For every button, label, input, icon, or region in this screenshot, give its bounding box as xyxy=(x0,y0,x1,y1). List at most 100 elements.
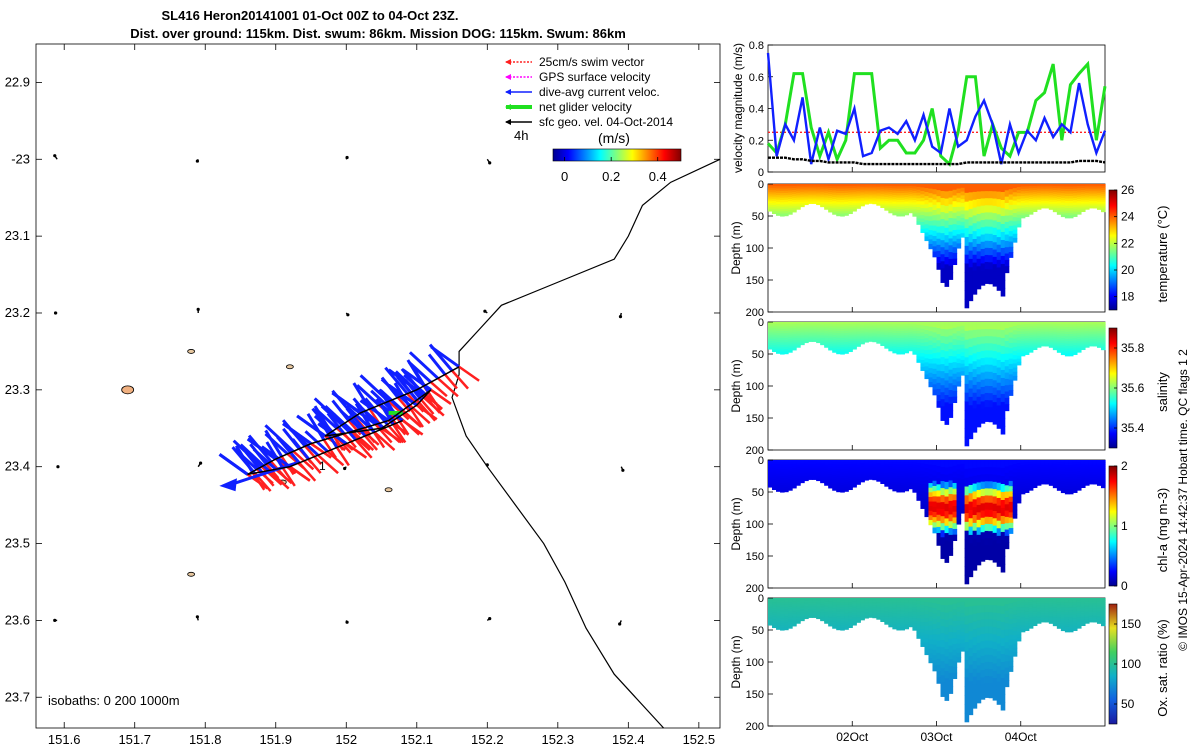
section-cell xyxy=(928,243,934,250)
section-cell xyxy=(800,195,805,198)
section-cell xyxy=(780,616,785,620)
section-cell xyxy=(1000,231,1006,241)
section-cell xyxy=(1064,346,1070,350)
section-cell xyxy=(856,598,861,601)
section-cell xyxy=(948,383,954,391)
section-cell xyxy=(1088,332,1094,335)
section-cell xyxy=(804,474,809,477)
section-cell xyxy=(808,185,813,188)
section-cell xyxy=(896,322,901,325)
section-cell xyxy=(1052,460,1058,463)
section-cell xyxy=(1032,469,1038,473)
section-cell xyxy=(1056,470,1062,474)
section-cell xyxy=(972,377,978,386)
section-cell xyxy=(1008,613,1014,620)
section-cell xyxy=(984,343,990,351)
section-cell xyxy=(1084,194,1090,198)
section-cell xyxy=(1096,203,1102,207)
section-cell xyxy=(884,195,889,198)
section-cell xyxy=(888,346,893,350)
section-cell xyxy=(876,340,881,343)
section-cell xyxy=(808,610,813,613)
section-cell xyxy=(800,480,805,484)
section-cell xyxy=(836,346,841,350)
section-cell xyxy=(984,254,990,263)
section-cell xyxy=(768,601,773,605)
section-cell xyxy=(896,464,901,468)
section-cell xyxy=(796,483,801,486)
section-cell xyxy=(992,554,998,563)
section-cell xyxy=(1072,347,1078,351)
section-cell xyxy=(844,333,849,336)
section-cell xyxy=(1084,339,1090,343)
section-cell xyxy=(808,613,813,616)
section-cell xyxy=(816,203,821,206)
section-cell xyxy=(1048,327,1054,330)
section-cell xyxy=(828,347,833,351)
section-cell xyxy=(816,201,821,204)
section-cell xyxy=(896,473,901,477)
section-cell xyxy=(808,606,813,609)
section-cell xyxy=(864,612,869,615)
section-cell xyxy=(900,333,906,337)
section-cell xyxy=(1032,187,1038,191)
section-cell xyxy=(872,188,877,191)
section-cell xyxy=(828,339,833,343)
section-cell xyxy=(1044,461,1050,465)
section-cell xyxy=(1072,202,1078,206)
section-cell xyxy=(916,488,922,493)
section-cell xyxy=(992,213,998,222)
section-cell xyxy=(1048,476,1054,479)
section-cell xyxy=(840,193,845,197)
section-cell xyxy=(788,345,793,349)
section-cell xyxy=(1000,645,1006,655)
section-cell xyxy=(808,603,813,606)
section-cell xyxy=(812,475,817,478)
section-cell xyxy=(1024,611,1030,615)
section-cell xyxy=(1008,618,1014,625)
section-cell xyxy=(804,192,809,195)
section-cell xyxy=(896,609,901,613)
section-cell xyxy=(780,326,785,330)
section-cell xyxy=(988,226,994,235)
section-cell xyxy=(948,480,954,488)
section-cell xyxy=(932,215,938,221)
section-cell xyxy=(1092,189,1098,192)
section-cell xyxy=(836,600,841,604)
section-cell xyxy=(844,484,849,488)
section-cell xyxy=(972,692,978,701)
section-cell xyxy=(1072,211,1078,215)
section-cell xyxy=(836,190,841,194)
section-cell xyxy=(944,503,950,512)
section-cell xyxy=(1028,475,1034,478)
section-cell xyxy=(784,328,789,332)
section-cell xyxy=(1000,677,1006,687)
section-cell xyxy=(788,337,793,340)
section-cell xyxy=(1064,200,1070,204)
section-cell xyxy=(808,326,813,329)
section-cell xyxy=(940,261,946,269)
section-cell xyxy=(1048,481,1054,485)
section-cell xyxy=(1008,390,1014,396)
section-cell xyxy=(892,184,897,187)
section-cell xyxy=(928,381,934,388)
section-cell xyxy=(796,470,801,474)
section-cell xyxy=(944,205,950,214)
section-cell xyxy=(880,481,885,484)
section-cell xyxy=(880,478,885,481)
section-cell xyxy=(964,668,970,679)
swim-vector xyxy=(289,465,311,482)
section-cell xyxy=(960,494,966,499)
section-cell xyxy=(1048,187,1054,191)
section-cell xyxy=(1004,623,1010,631)
section-cell xyxy=(916,598,922,602)
section-cell xyxy=(1092,482,1098,485)
section-cell xyxy=(900,193,906,196)
section-cell xyxy=(868,607,873,610)
section-cell xyxy=(1032,481,1038,485)
dive-avg-vector-long xyxy=(225,461,298,488)
section-cell xyxy=(832,485,837,489)
section-cell xyxy=(852,333,857,337)
section-cell xyxy=(1084,474,1090,477)
